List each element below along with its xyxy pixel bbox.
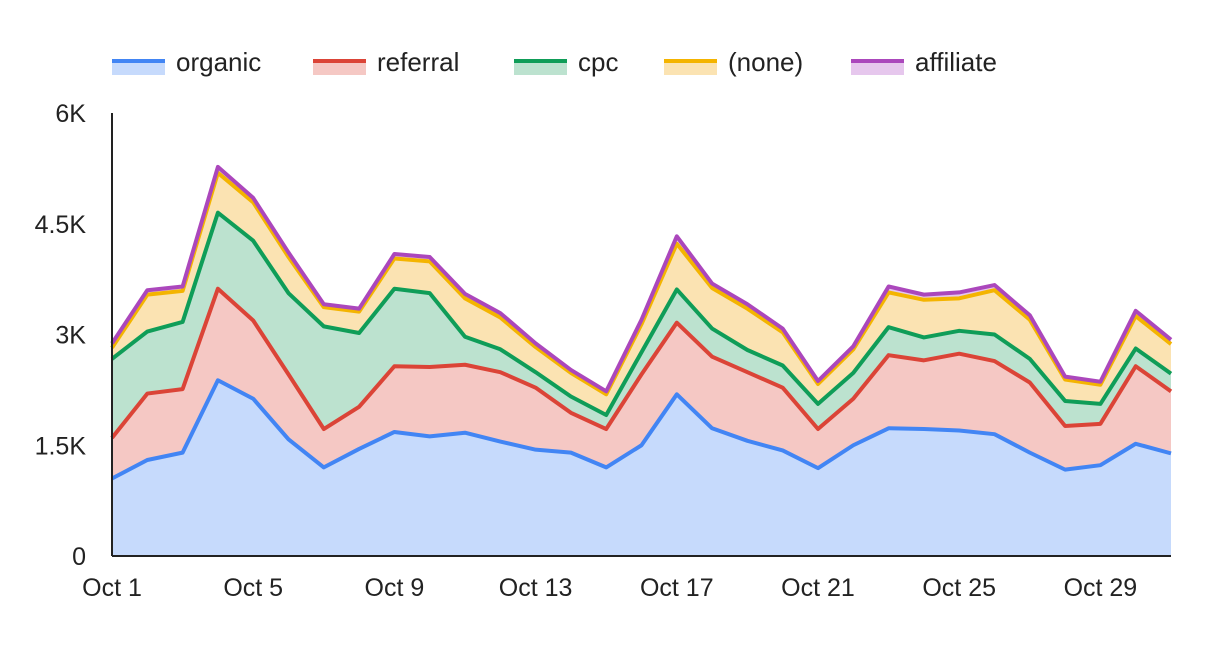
area-organic	[112, 380, 1171, 556]
area-layers	[112, 166, 1171, 556]
legend-item-organic[interactable]: organic	[112, 47, 261, 77]
x-tick-label: Oct 5	[223, 574, 283, 602]
legend-label: cpc	[578, 47, 618, 77]
legend-item-referral[interactable]: referral	[313, 47, 459, 77]
y-tick-label: 0	[72, 543, 86, 571]
legend-item-affiliate[interactable]: affiliate	[851, 47, 997, 77]
y-tick-label: 4.5K	[35, 211, 87, 239]
legend-swatch-line	[514, 59, 567, 63]
legend-label: affiliate	[915, 47, 997, 77]
legend-label: referral	[377, 47, 459, 77]
x-tick-label: Oct 25	[922, 574, 996, 602]
line-referral	[110, 286, 1173, 440]
axes: 0 1.5K 3K 4.5K 6K Oct 1 Oct 5 Oct 9 Oct 13 Oct 17…	[35, 100, 1171, 602]
y-tick-label: 1.5K	[35, 432, 87, 460]
line-organic	[111, 378, 1172, 481]
legend-swatch-line	[664, 59, 717, 63]
y-tick-label: 3K	[55, 322, 86, 350]
area-none	[112, 172, 1171, 415]
series-lines	[110, 164, 1173, 481]
legend-swatch-line	[313, 59, 366, 63]
x-tick-label: Oct 17	[640, 574, 714, 602]
area-referral	[112, 288, 1171, 479]
x-tick-label: Oct 21	[781, 574, 855, 602]
legend: organic referral cpc (none) affiliate	[112, 47, 997, 77]
x-tick-label: Oct 9	[365, 574, 425, 602]
x-tick-label: Oct 13	[499, 574, 573, 602]
legend-swatch-line	[112, 59, 165, 63]
y-tick-label: 6K	[55, 100, 86, 128]
legend-item-none[interactable]: (none)	[664, 47, 803, 77]
area-cpc	[112, 212, 1171, 438]
line-cpc	[110, 210, 1173, 417]
legend-label: organic	[176, 47, 261, 77]
legend-item-cpc[interactable]: cpc	[514, 47, 618, 77]
x-tick-label: Oct 29	[1064, 574, 1138, 602]
x-tick-label: Oct 1	[82, 574, 142, 602]
line-affiliate	[110, 164, 1173, 394]
legend-swatch-line	[851, 59, 904, 63]
legend-label: (none)	[728, 47, 803, 77]
